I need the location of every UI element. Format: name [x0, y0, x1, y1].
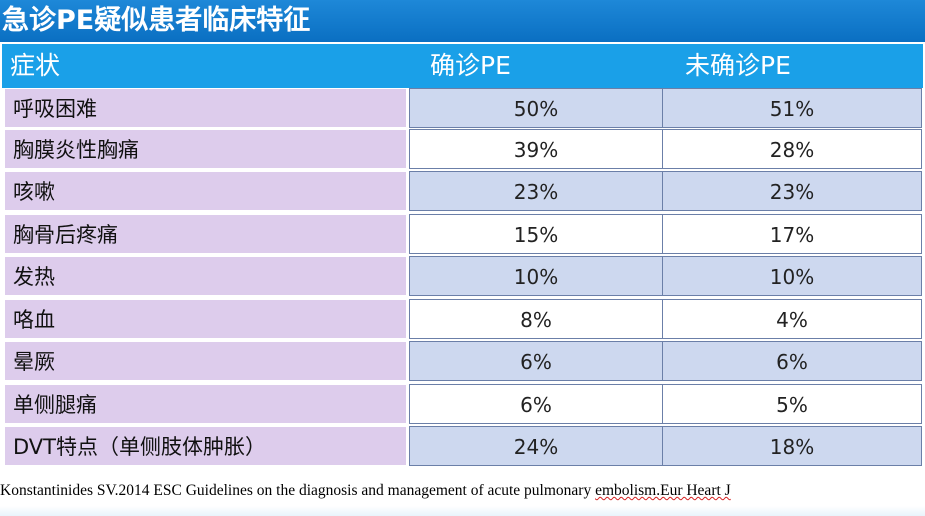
non-pe-value: 51%	[769, 97, 815, 121]
symptom-cell: 咯血	[4, 299, 407, 339]
non-pe-value: 28%	[769, 138, 815, 162]
symptom-label: 单侧腿痛	[13, 393, 97, 417]
table-row: 胸骨后疼痛 15% 17%	[2, 214, 923, 254]
symptom-cell: 晕厥	[4, 341, 407, 381]
symptom-cell: 咳嗽	[4, 171, 407, 211]
pe-value: 15%	[513, 223, 559, 247]
symptom-label: 晕厥	[13, 350, 55, 374]
non-pe-value: 5%	[776, 393, 808, 417]
symptom-cell: 发热	[4, 256, 407, 296]
citation-journal: embolism.Eur Heart J	[595, 482, 731, 499]
non-pe-value-cell: 51%	[663, 88, 922, 128]
symptom-cell: 单侧腿痛	[4, 384, 407, 424]
non-pe-value-cell: 28%	[663, 129, 922, 169]
pe-value: 6%	[520, 350, 552, 374]
table-row: 晕厥 6% 6%	[2, 341, 923, 381]
table-row: 单侧腿痛 6% 5%	[2, 384, 923, 424]
pe-value-cell: 15%	[409, 214, 663, 254]
pe-value-cell: 23%	[409, 171, 663, 211]
pe-value-cell: 8%	[409, 299, 663, 339]
non-pe-value-cell: 5%	[663, 384, 922, 424]
non-pe-value: 23%	[769, 180, 815, 204]
pe-value: 24%	[513, 435, 559, 459]
non-pe-value-cell: 6%	[663, 341, 922, 381]
symptom-label: 咯血	[13, 308, 55, 332]
pe-value: 8%	[520, 308, 552, 332]
header-unconfirmed-pe: 未确诊PE	[685, 51, 791, 80]
symptom-cell: DVT特点（单侧肢体肿胀）	[4, 426, 407, 466]
footer-bar	[0, 506, 925, 516]
header-symptom: 症状	[10, 51, 61, 80]
non-pe-value-cell: 10%	[663, 256, 922, 296]
header-confirmed-pe: 确诊PE	[430, 51, 511, 80]
pe-value-cell: 39%	[409, 129, 663, 169]
non-pe-value-cell: 17%	[663, 214, 922, 254]
pe-value: 39%	[513, 138, 559, 162]
symptom-cell: 胸膜炎性胸痛	[4, 129, 407, 169]
symptom-label: 发热	[13, 265, 55, 289]
symptom-label: 胸膜炎性胸痛	[13, 138, 139, 162]
citation-main: Konstantinides SV.2014 ESC Guidelines on…	[0, 482, 596, 499]
non-pe-value: 4%	[776, 308, 808, 332]
pe-value: 10%	[513, 265, 559, 289]
table-row: DVT特点（单侧肢体肿胀） 24% 18%	[2, 426, 923, 466]
symptom-cell: 呼吸困难	[4, 88, 407, 128]
symptom-label: DVT特点（单侧肢体肿胀）	[13, 435, 266, 459]
pe-value-cell: 6%	[409, 384, 663, 424]
table-row: 发热 10% 10%	[2, 256, 923, 296]
non-pe-value-cell: 4%	[663, 299, 922, 339]
slide-title: 急诊PE疑似患者临床特征	[2, 5, 311, 36]
symptom-cell: 胸骨后疼痛	[4, 214, 407, 254]
symptom-label: 呼吸困难	[13, 97, 97, 121]
pe-value: 50%	[513, 97, 559, 121]
non-pe-value: 10%	[769, 265, 815, 289]
symptom-label: 胸骨后疼痛	[13, 223, 118, 247]
pe-value: 6%	[520, 393, 552, 417]
non-pe-value-cell: 23%	[663, 171, 922, 211]
table-header-row: 症状 确诊PE 未确诊PE	[2, 44, 923, 88]
non-pe-value: 17%	[769, 223, 815, 247]
non-pe-value: 6%	[776, 350, 808, 374]
table-row: 咯血 8% 4%	[2, 299, 923, 339]
citation: Konstantinides SV.2014 ESC Guidelines on…	[0, 482, 731, 500]
non-pe-value-cell: 18%	[663, 426, 922, 466]
symptom-table: 症状 确诊PE 未确诊PE 呼吸困难 50% 51% 胸膜炎性胸痛 39% 28…	[2, 44, 923, 466]
symptom-label: 咳嗽	[13, 180, 55, 204]
pe-value-cell: 50%	[409, 88, 663, 128]
non-pe-value: 18%	[769, 435, 815, 459]
pe-value-cell: 10%	[409, 256, 663, 296]
title-bar: 急诊PE疑似患者临床特征	[0, 0, 925, 42]
pe-value-cell: 6%	[409, 341, 663, 381]
pe-value: 23%	[513, 180, 559, 204]
table-row: 胸膜炎性胸痛 39% 28%	[2, 129, 923, 169]
table-row: 咳嗽 23% 23%	[2, 171, 923, 211]
pe-value-cell: 24%	[409, 426, 663, 466]
table-row: 呼吸困难 50% 51%	[2, 88, 923, 128]
